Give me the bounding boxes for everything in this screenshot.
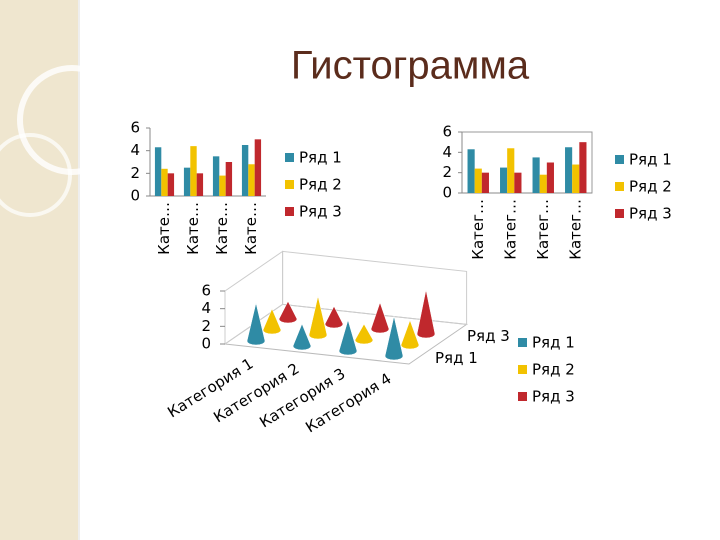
cone (246, 302, 266, 346)
cone (384, 316, 404, 361)
cone (278, 300, 298, 324)
legend-label: Ряд 1 (629, 151, 672, 169)
legend-label: Ряд 2 (299, 176, 342, 194)
legend-label: Ряд 2 (532, 361, 575, 379)
bar (532, 157, 540, 193)
bar (565, 147, 573, 193)
cone (262, 308, 282, 335)
decor-circle (17, 65, 127, 175)
bar (183, 167, 191, 196)
cone (324, 305, 344, 329)
bar (167, 173, 175, 196)
bar (254, 139, 262, 196)
bar (467, 149, 475, 193)
legend-swatch (518, 338, 527, 347)
cone (338, 319, 358, 356)
legend-label: Ряд 2 (629, 178, 672, 196)
y-tick-label: 2 (130, 164, 140, 182)
bar (572, 164, 580, 193)
x-tick-label: Кате… (184, 202, 202, 255)
bar (212, 156, 220, 196)
bar (196, 173, 204, 196)
y-tick-label: 2 (442, 163, 452, 181)
cone (370, 301, 390, 334)
depth-label: Ряд 1 (435, 349, 478, 367)
cone (354, 323, 374, 345)
x-tick-label: Катег… (534, 199, 552, 260)
legend-label: Ряд 3 (629, 205, 672, 223)
bar (579, 142, 587, 193)
bar (546, 162, 554, 193)
legend-label: Ряд 1 (299, 149, 342, 167)
bar (225, 162, 233, 196)
bar (190, 146, 197, 196)
bar (161, 168, 168, 196)
bar (500, 167, 508, 193)
cone (308, 296, 328, 340)
legend-swatch (285, 180, 294, 189)
y-tick-label: 0 (130, 187, 140, 205)
bar (241, 145, 249, 196)
legend-swatch (285, 207, 294, 216)
y-tick-label: 6 (130, 119, 140, 137)
x-tick-label: Кате… (242, 202, 260, 255)
legend-swatch (518, 365, 527, 374)
legend-swatch (615, 209, 624, 218)
legend-swatch (285, 153, 294, 162)
decor-circle (0, 133, 72, 217)
legend-label: Ряд 3 (532, 388, 575, 406)
y-tick-label: 4 (201, 299, 211, 317)
y-tick-label: 0 (442, 184, 452, 202)
y-tick-label: 6 (442, 123, 452, 141)
cone (416, 289, 436, 339)
x-tick-label: Катег… (501, 199, 519, 260)
bar (481, 172, 489, 193)
bar (514, 172, 522, 193)
depth-label: Ряд 3 (467, 327, 510, 345)
cone (292, 323, 312, 351)
legend-swatch (615, 182, 624, 191)
x-tick-label: Кате… (213, 202, 231, 255)
x-tick-label: Катег… (566, 199, 584, 260)
y-tick-label: 0 (201, 335, 211, 353)
y-tick-label: 6 (201, 282, 211, 300)
bar (154, 147, 162, 196)
bar (219, 175, 226, 196)
y-tick-label: 4 (130, 141, 140, 159)
y-tick-label: 2 (201, 317, 211, 335)
legend-label: Ряд 3 (299, 203, 342, 221)
legend-swatch (615, 155, 624, 164)
bar (474, 168, 482, 193)
cone (400, 319, 420, 350)
x-tick-label: Катег… (469, 199, 487, 260)
legend-swatch (518, 392, 527, 401)
bar (507, 148, 515, 193)
bar (539, 174, 547, 193)
bar (248, 164, 255, 196)
slide-title: Гистограмма (291, 44, 530, 88)
x-tick-label: Кате… (155, 202, 173, 255)
legend-label: Ряд 1 (532, 334, 575, 352)
y-tick-label: 4 (442, 143, 452, 161)
side-strip (0, 0, 78, 540)
